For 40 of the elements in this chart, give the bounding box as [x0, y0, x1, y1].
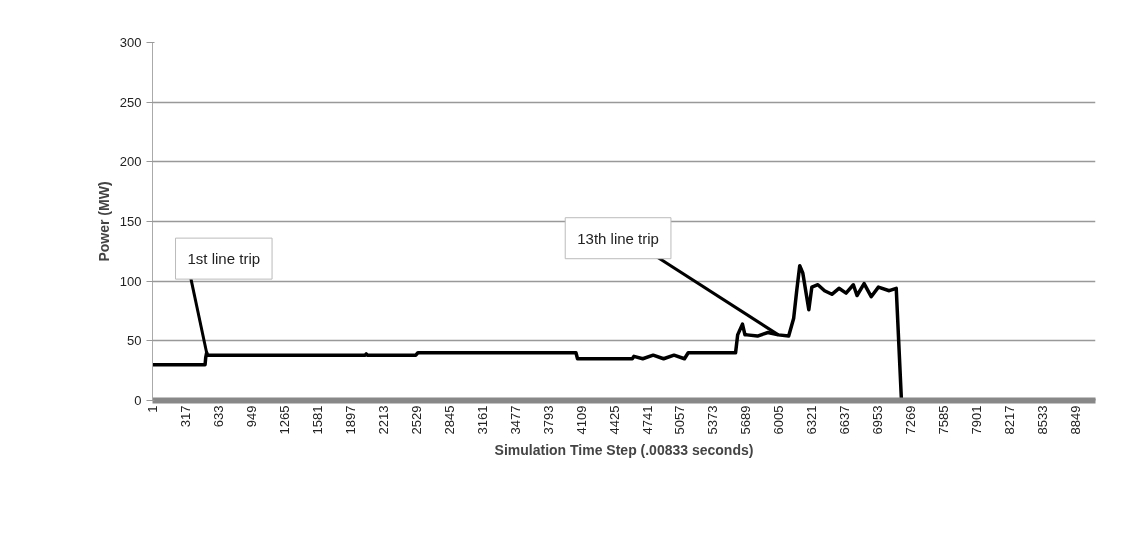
- x-tick-label: 3477: [507, 405, 523, 435]
- x-tick-label: 8849: [1068, 405, 1084, 435]
- y-axis-title: Power (MW): [95, 181, 112, 262]
- x-tick-label: 2213: [375, 405, 391, 435]
- x-tick-label: 5057: [672, 405, 688, 435]
- y-tick-label: 250: [119, 94, 142, 110]
- x-tick-label: 8217: [1002, 405, 1018, 435]
- x-tick-label: 633: [210, 405, 226, 428]
- x-tick-label: 6005: [771, 405, 787, 435]
- x-tick-label: 1581: [309, 405, 325, 435]
- x-tick-label: 6637: [837, 405, 853, 435]
- x-tick-label: 7585: [936, 405, 952, 435]
- x-tick-label: 4741: [639, 405, 655, 435]
- x-tick-label: 7269: [903, 405, 919, 435]
- annotation: 1st line trip: [187, 250, 261, 268]
- x-tick-label: 1: [145, 405, 160, 413]
- x-tick-label: 7901: [969, 405, 985, 435]
- y-tick-label: 50: [127, 333, 142, 349]
- x-tick-label: 1897: [342, 405, 358, 435]
- x-tick-label: 5689: [738, 405, 754, 435]
- x-tick-label: 949: [243, 405, 259, 428]
- x-tick-label: 317: [177, 405, 193, 428]
- x-tick-label: 8533: [1035, 405, 1051, 435]
- annotation: 13th line trip: [577, 229, 659, 247]
- x-tick-label: 4425: [606, 405, 622, 435]
- y-tick-label: 100: [119, 273, 142, 289]
- y-tick-label: 300: [119, 35, 142, 50]
- y-tick-label: 200: [119, 154, 142, 170]
- x-tick-label: 6953: [870, 405, 886, 435]
- x-tick-label: 1265: [276, 405, 292, 435]
- x-axis-title: Simulation Time Step (.00833 seconds): [494, 442, 754, 459]
- x-tick-label: 3161: [474, 405, 490, 435]
- x-tick-label: 5373: [705, 405, 721, 435]
- x-tick-label: 6321: [804, 405, 820, 435]
- x-tick-label: 2529: [408, 405, 424, 435]
- y-tick-label: 0: [134, 393, 142, 408]
- x-tick-label: 4109: [573, 405, 589, 435]
- x-tick-label: 3793: [540, 405, 556, 435]
- x-tick-label: 2845: [441, 405, 457, 435]
- y-tick-label: 150: [119, 214, 142, 229]
